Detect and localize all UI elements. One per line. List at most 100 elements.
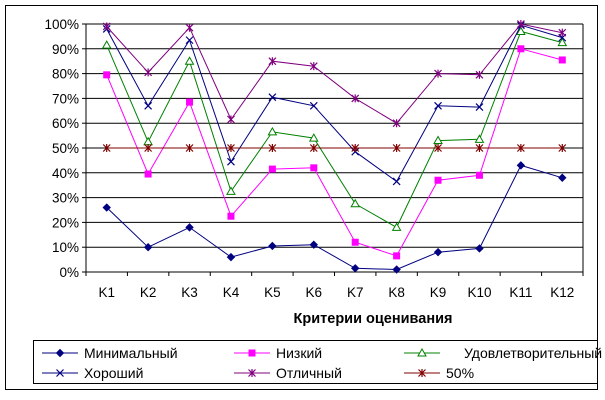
legend-item: 50%: [404, 363, 474, 383]
data-point: [475, 244, 484, 253]
legend-marker: [418, 369, 426, 377]
data-point: [268, 241, 277, 251]
series-line: [106, 48, 563, 257]
data-point: [144, 101, 153, 110]
legend-swatch: [404, 369, 440, 377]
data-point: [392, 119, 401, 128]
data-point: [102, 144, 111, 152]
data-point: [558, 173, 567, 182]
y-tick-label: 100%: [44, 17, 79, 32]
data-point: [475, 171, 483, 179]
data-point: [268, 93, 277, 102]
data-point: [227, 144, 235, 152]
x-tick-label: K3: [181, 285, 198, 300]
data-point: [434, 144, 442, 152]
series-3: [101, 26, 568, 231]
data-point: [558, 144, 567, 152]
data-point: [143, 136, 153, 146]
x-tick-label: K6: [306, 285, 323, 300]
y-tick-label: 90%: [52, 42, 79, 57]
legend-item: Низкий: [234, 343, 322, 363]
legend-marker: [417, 347, 427, 357]
data-point: [101, 40, 112, 49]
legend-item: Минимальный: [42, 343, 178, 363]
data-point: [103, 71, 111, 79]
x-tick-label: K12: [550, 285, 574, 300]
series-2: [103, 45, 566, 260]
data-point: [102, 203, 111, 212]
series-6: [102, 144, 567, 152]
data-point: [516, 20, 525, 28]
x-axis-ticks: K1 K2 K3 K4 K5 K6 K7 K8 K9 K10 K11 K12: [85, 272, 584, 300]
data-point: [475, 144, 484, 152]
data-point: [184, 56, 195, 65]
series-4: [102, 21, 567, 186]
data-point: [558, 56, 566, 64]
legend-marker: [55, 348, 65, 358]
y-tick-label: 50%: [52, 141, 79, 156]
data-point: [308, 133, 319, 142]
data-point: [268, 165, 276, 173]
data-point: [558, 28, 567, 37]
y-tick-label: 0%: [59, 265, 79, 280]
legend-label: Хороший: [84, 365, 144, 381]
series-line: [106, 24, 563, 183]
y-tick-label: 10%: [52, 240, 79, 255]
data-point: [185, 23, 194, 32]
y-tick-label: 60%: [52, 116, 79, 131]
data-point: [351, 238, 359, 246]
data-point: [310, 164, 318, 172]
y-tick-label: 30%: [52, 191, 79, 206]
legend-swatch: [234, 369, 270, 377]
legend: Минимальный Низкий Удовлетворительный Хорош…: [33, 340, 602, 384]
data-point: [144, 68, 153, 77]
data-point: [186, 98, 194, 106]
data-point: [392, 265, 401, 274]
data-point: [392, 177, 401, 186]
data-point: [309, 144, 318, 152]
data-point: [226, 186, 236, 195]
data-point: [267, 126, 278, 136]
y-tick-label: 40%: [52, 166, 79, 181]
y-tick-label: 70%: [52, 91, 79, 106]
data-point: [102, 22, 111, 31]
data-point: [226, 252, 236, 262]
data-point: [185, 223, 194, 232]
data-point: [143, 242, 153, 252]
legend-marker: [56, 369, 64, 377]
data-point: [517, 45, 525, 53]
x-tick-label: K10: [467, 285, 491, 300]
data-point: [309, 101, 318, 110]
data-point: [268, 144, 277, 152]
x-tick-label: K11: [509, 285, 532, 300]
legend-label: 50%: [446, 365, 475, 381]
legend-marker: [248, 349, 256, 357]
legend-label: Удовлетворительный: [464, 345, 603, 361]
legend-item: Удовлетворительный: [404, 343, 602, 363]
data-point: [350, 198, 361, 208]
x-tick-label: K2: [140, 285, 157, 300]
data-point: [393, 252, 401, 260]
legend-swatch: [42, 348, 78, 358]
data-point: [516, 26, 526, 35]
data-point: [391, 222, 402, 231]
data-point: [309, 240, 318, 249]
data-point: [434, 69, 442, 78]
x-tick-label: K5: [264, 285, 281, 300]
series-1: [102, 161, 567, 274]
x-axis-title: Критерии оценивания: [294, 311, 453, 327]
data-point: [144, 144, 153, 152]
data-point: [351, 144, 360, 152]
data-point: [434, 176, 442, 184]
data-point: [227, 115, 235, 124]
data-point: [144, 170, 152, 178]
y-tick-label: 80%: [52, 67, 79, 82]
data-point: [433, 247, 443, 257]
legend-marker: [248, 369, 256, 377]
legend-swatch: [42, 369, 78, 377]
y-tick-label: 20%: [52, 215, 79, 230]
series-lines: [101, 20, 568, 274]
series-5: [102, 20, 567, 128]
data-point: [351, 94, 360, 103]
